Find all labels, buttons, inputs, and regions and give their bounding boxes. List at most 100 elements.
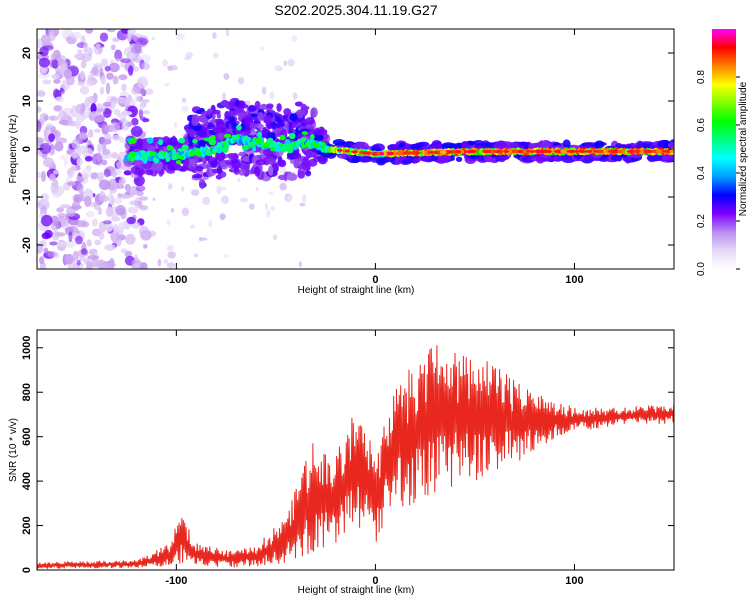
spectrogram-cell [98,179,111,191]
spectrogram-cell [666,157,674,162]
spectrogram-cell [73,53,84,59]
spectrogram-cell [285,193,290,197]
spectrogram-cell [271,121,277,130]
spectrogram-cell [143,243,148,249]
spectrogram-cell [495,155,510,161]
spectrogram-cell [115,204,126,216]
spectrogram-cell [109,62,120,73]
spectrogram-cell [344,149,350,153]
spectrogram-cell [305,170,312,177]
spectrogram-cell [387,144,400,151]
spectrogram-cell [207,108,214,114]
spectrogram-cell [97,108,106,113]
spectrogram-cell [541,156,552,162]
spectrogram-cell [560,149,570,154]
spectrogram-cell [424,150,429,155]
spectrogram-cell [138,204,149,211]
spectrogram-cell [297,164,306,170]
spectrogram-cell [97,151,102,163]
spectrogram-cell [111,134,122,141]
spectrogram-cell [196,165,204,172]
spectrogram-cell [298,261,303,268]
spectrogram-cell [166,144,173,151]
spectrogram-cell [73,121,82,127]
spectrogram-cell [51,73,60,80]
spectrogram-cell [336,149,343,152]
spectrogram-cell [75,175,83,182]
spectrogram-cell [185,128,195,134]
spectrogram-cell [157,153,163,158]
y-tick-label: 600 [21,427,33,445]
spectrogram-cell [63,158,68,166]
spectrogram-cell [179,154,185,160]
spectrogram-cell [285,142,294,150]
spectrogram-cell [175,32,185,41]
spectrogram-cell [116,96,128,104]
spectrogram-cell [100,159,108,166]
spectrogram-cell [49,241,58,246]
spectrogram-cell [189,165,194,171]
spectrogram-cell [518,141,530,147]
spectrogram-cell [250,113,258,118]
spectrogram-cell [113,108,121,116]
spectrogram-cell [41,198,49,206]
spectrogram-cell [268,191,274,195]
spectrogram-cell [140,88,145,95]
spectrogram-cell [141,153,149,160]
spectrogram-cell [134,41,142,54]
spectrogram-cell [254,100,261,110]
spectrogram-cell [174,121,178,128]
spectrogram-cell [103,168,111,178]
spectrogram-cell [294,101,303,107]
spectrogram-cell [362,151,368,155]
snr-frame [36,329,675,571]
spectrogram-cell [79,131,88,141]
spectrogram-cell [198,178,206,189]
spectrogram-cell [84,195,92,207]
spectrogram-cell [526,150,531,153]
spectrogram-cell [562,139,571,149]
spectrogram-cell [303,150,312,156]
spectrogram-cell [100,58,109,68]
spectrogram-cell [238,168,246,176]
spectrogram-cell [131,117,139,126]
spectrogram-cell [300,103,307,110]
spectrogram-cell [263,115,273,124]
spectrogram-cell [150,162,163,172]
colorbar-tick-label: 0.2 [696,214,707,228]
spectrogram-cell [84,155,93,162]
spectrogram-cell [221,195,229,205]
spectrogram-cell [238,151,247,157]
spectrogram-cell [80,60,87,69]
spectrogram-cell [270,205,276,212]
spectrogram-cell [75,235,83,245]
spectrogram-cell [41,34,52,45]
spectrogram-cell [111,216,121,222]
spectrogram-cell [166,262,176,269]
spectrogram-cell [37,137,45,144]
spectrogram-cell [249,122,256,129]
colorbar-tick-label: 0.0 [696,262,707,276]
spectrogram-cell [193,253,198,258]
spectrogram-cell [52,169,60,175]
spectrogram-cell [55,96,64,102]
spectrogram-cell [181,144,189,150]
spectrogram-cell [302,118,308,125]
spectrogram-cell [181,97,187,103]
spectrogram-cell [157,258,162,267]
spectrogram-cell [37,106,42,113]
spectrogram-cell [94,239,102,246]
spectrogram-cell [473,150,477,153]
spectrogram-cell [468,149,476,154]
snr-line [37,345,674,569]
spectrogram-cell [110,231,120,243]
spectrogram-cell [274,65,283,72]
spectrogram-cell [76,259,81,266]
spectrogram-cell [76,182,84,194]
spectrogram-cell [127,65,134,76]
spectrogram-cell [55,137,67,144]
spectrogram-cell [49,31,54,41]
colorbar: 0.0 0.2 0.4 0.6 0.8 Normalized spectral ampl… [696,29,749,276]
spectrogram-cell [169,64,178,71]
